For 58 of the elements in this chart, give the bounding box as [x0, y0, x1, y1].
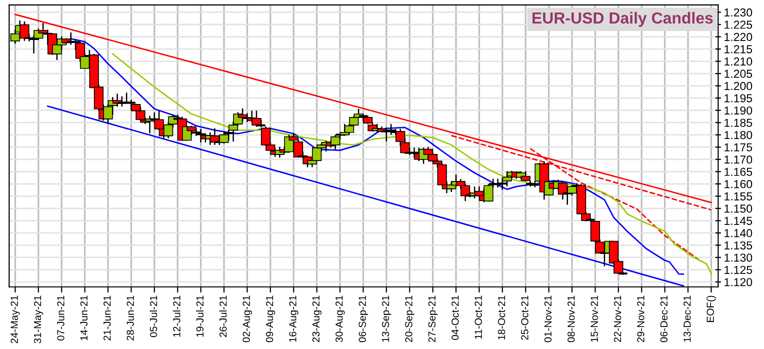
x-tick-label: 08-Nov-21: [568, 296, 575, 342]
y-tick-label: 1.160: [724, 180, 752, 188]
y-tick-label: 1.210: [724, 57, 752, 66]
candlestick: [260, 126, 271, 147]
y-tick-label: 1.150: [724, 204, 752, 213]
x-tick-label: 15-Nov-21: [590, 296, 598, 342]
x-tick-label: 24-May-21: [10, 296, 20, 344]
y-tick-label: 1.120: [724, 278, 752, 286]
x-tick-label: 05-Jul-21: [150, 296, 158, 338]
x-tick-label: 19-Jul-21: [196, 296, 204, 337]
y-tick-label: 1.130: [724, 254, 752, 262]
x-tick-label: 16-Aug-21: [289, 296, 298, 342]
y-tick-label: 1.170: [724, 155, 752, 164]
x-tick-label: 25-Oct-21: [521, 296, 528, 340]
y-tick-label: 1.220: [724, 32, 752, 42]
y-tick-label: 1.190: [724, 106, 752, 115]
x-tick-label: 22-Nov-21: [614, 296, 622, 342]
x-tick-label: 27-Sep-21: [428, 296, 438, 342]
x-tick-label: 09-Aug-21: [266, 296, 276, 342]
x-tick-label: 14-Jun-21: [80, 296, 88, 340]
x-tick-label: 13-Sep-21: [382, 296, 392, 342]
y-tick-label: 1.145: [724, 216, 752, 225]
y-tick-label: 1.165: [724, 168, 752, 176]
y-tick-label: 1.200: [724, 82, 752, 90]
x-tick-label: 30-Aug-21: [336, 296, 345, 342]
x-tick-label: 06-Sep-21: [358, 296, 368, 342]
x-tick-label: EOF(): [706, 296, 716, 322]
x-tick-label: 23-Aug-21: [312, 296, 322, 342]
chart-title: EUR-USD Daily Candles: [532, 12, 713, 27]
y-tick-label: 1.180: [724, 130, 752, 140]
x-tick-label: 31-May-21: [34, 296, 44, 344]
y-tick-label: 1.225: [724, 20, 752, 29]
y-tick-label: 1.175: [724, 143, 752, 152]
x-tick-label: 04-Oct-21: [452, 296, 459, 340]
y-tick-label: 1.205: [724, 70, 752, 78]
y-tick-label: 1.140: [724, 229, 752, 238]
x-tick-label: 02-Aug-21: [242, 296, 252, 342]
x-tick-label: 01-Nov-21: [544, 296, 552, 342]
y-tick-label: 1.195: [724, 94, 752, 102]
x-tick-label: 13-Dec-21: [684, 296, 691, 342]
x-tick-label: 06-Dec-21: [660, 296, 668, 342]
y-tick-label: 1.155: [724, 192, 752, 200]
y-tick-label: 1.230: [724, 8, 752, 17]
x-tick-label: 11-Oct-21: [474, 296, 482, 339]
y-tick-label: 1.125: [724, 266, 752, 274]
x-tick-label: 20-Sep-21: [405, 296, 414, 342]
y-tick-label: 1.135: [724, 241, 752, 250]
x-tick-label: 26-Jul-21: [219, 296, 227, 337]
y-tick-label: 1.185: [724, 118, 752, 127]
x-tick-label: 21-Jun-21: [104, 296, 111, 340]
x-tick-label: 07-Jun-21: [57, 296, 64, 340]
line-series: [112, 53, 712, 275]
x-tick-label: 29-Nov-21: [637, 296, 644, 342]
x-tick-label: 28-Jun-21: [126, 296, 134, 340]
line-series: [70, 38, 684, 275]
x-tick-label: 12-Jul-21: [172, 296, 180, 337]
x-tick-label: 18-Oct-21: [498, 296, 506, 340]
y-tick-label: 1.215: [724, 45, 752, 54]
